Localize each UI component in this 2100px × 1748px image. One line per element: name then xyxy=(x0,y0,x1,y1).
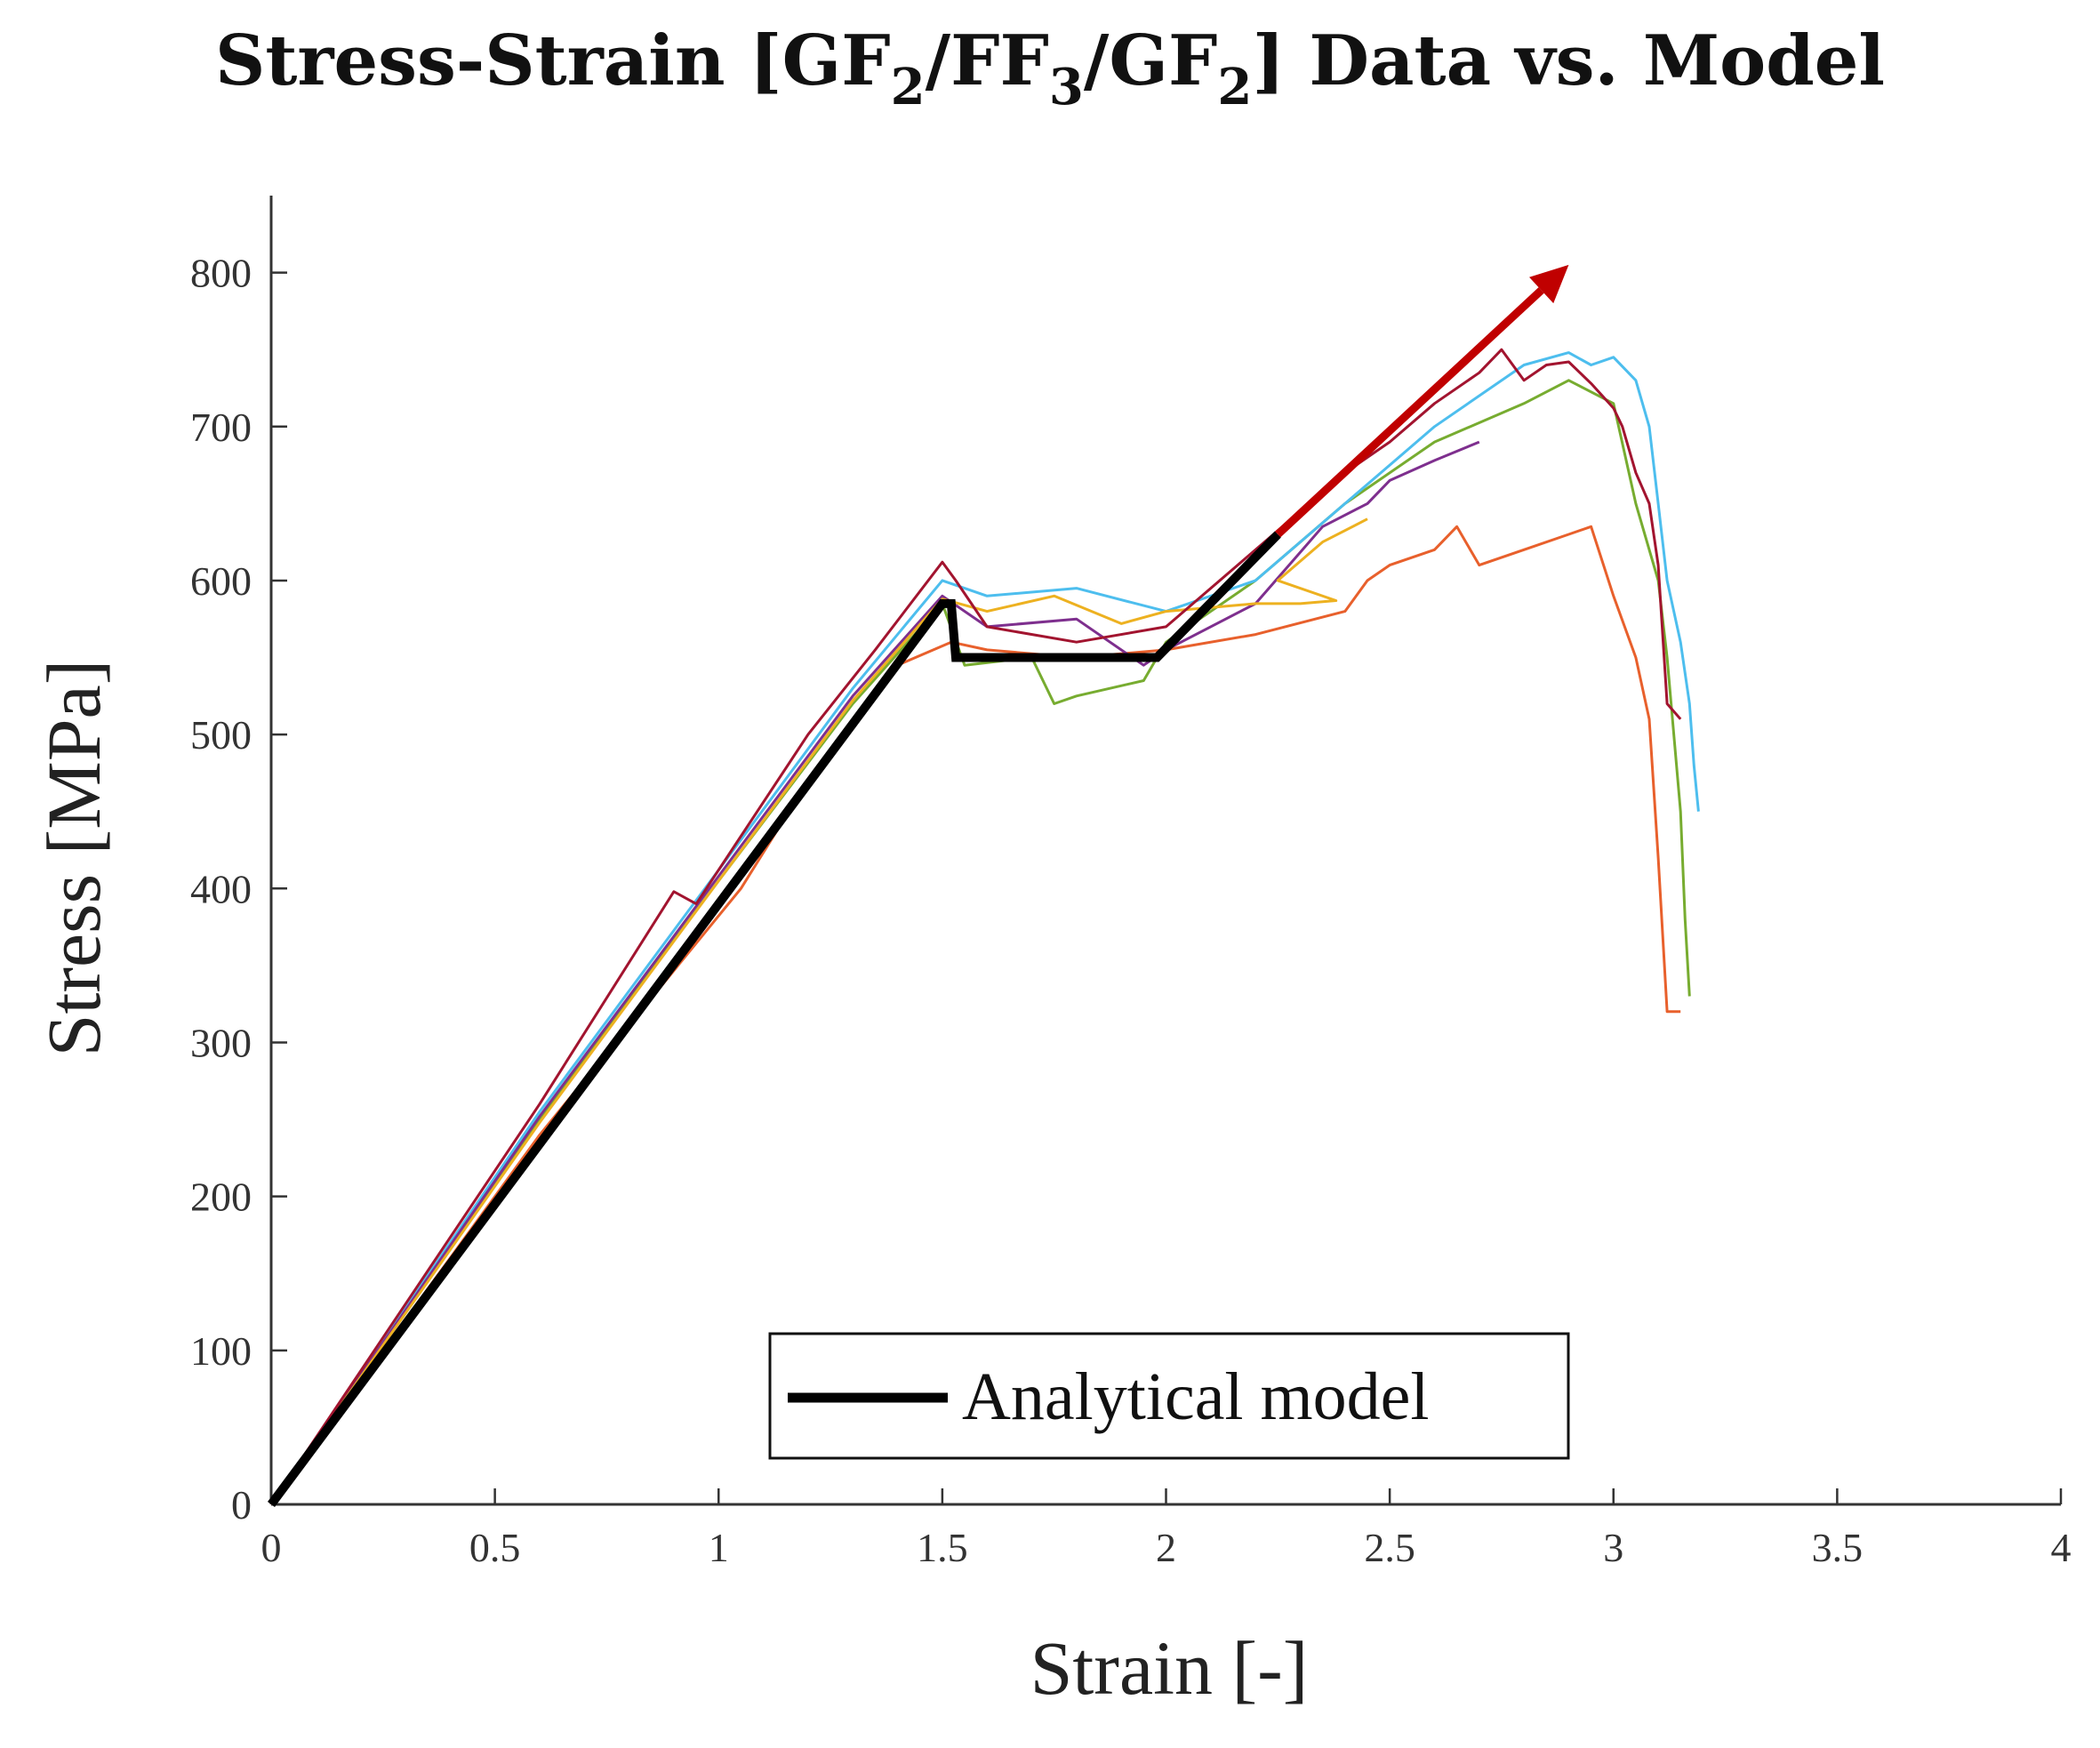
title-subscript: 2 xyxy=(1217,58,1252,116)
x-tick-label: 2 xyxy=(1156,1525,1176,1570)
series-line-test-darkred xyxy=(269,348,1682,1505)
y-axis-label: Stress [MPa] xyxy=(31,660,116,1057)
model-line xyxy=(267,531,1281,1507)
model-layer xyxy=(267,531,1281,1507)
y-tick-label: 100 xyxy=(190,1328,252,1374)
x-tick-label: 4 xyxy=(2051,1525,2072,1570)
trend-arrow-shaft xyxy=(1275,287,1544,538)
data-series xyxy=(269,348,1700,1505)
series-line-test-purple xyxy=(269,440,1480,1505)
title-subscript: 3 xyxy=(1049,58,1084,116)
title-segment: /GF xyxy=(1084,20,1217,101)
title-segment: /FF xyxy=(926,20,1049,101)
x-tick-label: 3 xyxy=(1603,1525,1623,1570)
title-subscript: 2 xyxy=(891,58,926,116)
x-tick-label: 1 xyxy=(709,1525,729,1570)
x-tick-label: 2.5 xyxy=(1364,1525,1415,1570)
axes: 0 0.5 1 1.5 2 2.5 3 3.5 4 0 100 200 300 400 500 600 700 8… xyxy=(190,196,2072,1570)
y-tick-label: 0 xyxy=(231,1482,252,1527)
title-segment: Stress-Strain [GF xyxy=(215,20,891,101)
x-tick-label: 3.5 xyxy=(1812,1525,1864,1570)
x-tick-label: 1.5 xyxy=(917,1525,968,1570)
y-tick-label: 500 xyxy=(190,712,252,758)
x-axis-label: Strain [-] xyxy=(1030,1625,1309,1711)
y-tick-label: 400 xyxy=(190,866,252,911)
chart-title: Stress-Strain [GF2/FF3/GF2] Data vs. Mod… xyxy=(215,20,1885,116)
x-tick-label: 0 xyxy=(261,1525,282,1570)
series-line-test-yellow xyxy=(269,517,1368,1505)
legend-model-label: Analytical model xyxy=(962,1359,1430,1434)
y-tick-label: 600 xyxy=(190,558,252,604)
y-tick-label: 800 xyxy=(190,251,252,296)
series-line-test-blue xyxy=(269,351,1700,1505)
legend: Analytical model xyxy=(768,1332,1570,1460)
y-tick-label: 700 xyxy=(190,405,252,450)
x-tick-label: 0.5 xyxy=(469,1525,521,1570)
y-tick-label: 300 xyxy=(190,1020,252,1065)
title-segment: ] Data vs. Model xyxy=(1252,20,1885,101)
y-tick-label: 200 xyxy=(190,1175,252,1220)
arrow-layer xyxy=(1275,264,1569,538)
trend-arrow-head xyxy=(1529,264,1569,304)
